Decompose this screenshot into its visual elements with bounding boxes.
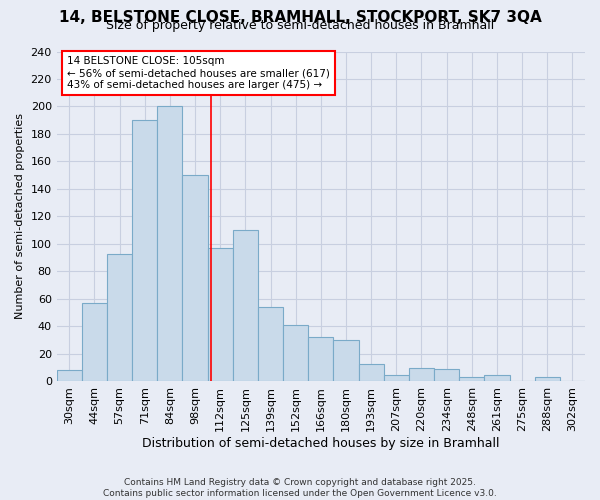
- Bar: [308, 338, 334, 382]
- Bar: [107, 254, 132, 382]
- Bar: [56, 370, 82, 382]
- Bar: [208, 248, 233, 382]
- Text: Size of property relative to semi-detached houses in Bramhall: Size of property relative to semi-detach…: [106, 19, 494, 32]
- Bar: [258, 307, 283, 382]
- Bar: [283, 325, 308, 382]
- Y-axis label: Number of semi-detached properties: Number of semi-detached properties: [15, 114, 25, 320]
- Bar: [459, 378, 484, 382]
- Bar: [82, 303, 107, 382]
- Bar: [434, 369, 459, 382]
- Text: Contains HM Land Registry data © Crown copyright and database right 2025.
Contai: Contains HM Land Registry data © Crown c…: [103, 478, 497, 498]
- Text: 14 BELSTONE CLOSE: 105sqm
← 56% of semi-detached houses are smaller (617)
43% of: 14 BELSTONE CLOSE: 105sqm ← 56% of semi-…: [67, 56, 330, 90]
- Bar: [182, 175, 208, 382]
- Text: 14, BELSTONE CLOSE, BRAMHALL, STOCKPORT, SK7 3QA: 14, BELSTONE CLOSE, BRAMHALL, STOCKPORT,…: [59, 10, 541, 25]
- Bar: [359, 364, 384, 382]
- X-axis label: Distribution of semi-detached houses by size in Bramhall: Distribution of semi-detached houses by …: [142, 437, 500, 450]
- Bar: [409, 368, 434, 382]
- Bar: [233, 230, 258, 382]
- Bar: [132, 120, 157, 382]
- Bar: [484, 374, 509, 382]
- Bar: [535, 378, 560, 382]
- Bar: [384, 374, 409, 382]
- Bar: [157, 106, 182, 382]
- Bar: [334, 340, 359, 382]
